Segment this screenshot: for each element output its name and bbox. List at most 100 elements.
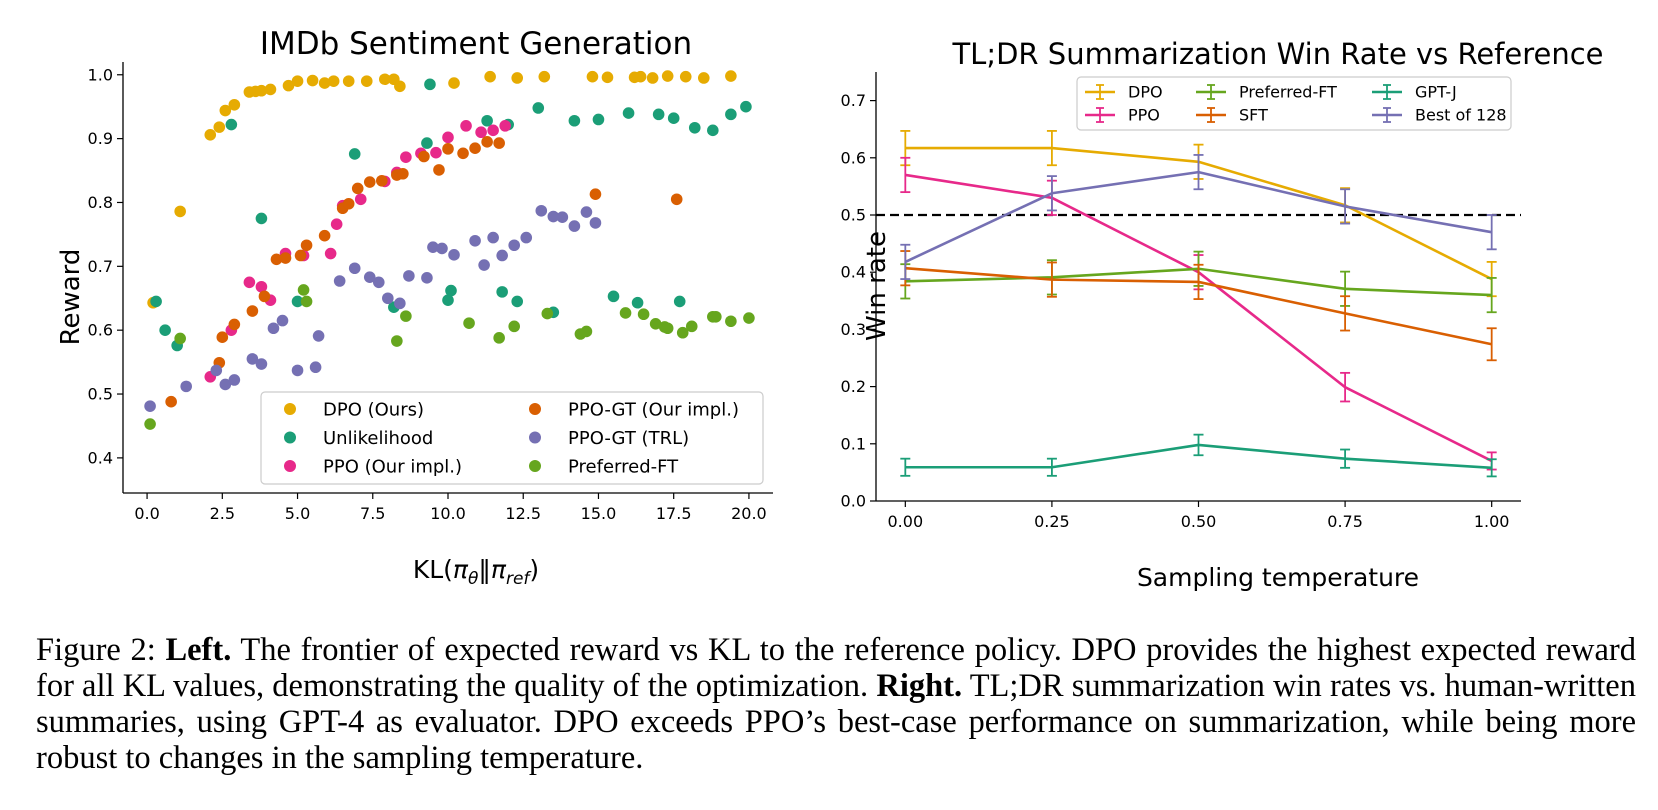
legend-label: GPT-J [1415,83,1457,102]
caption-right-label: Right. [876,668,963,704]
scatter-point [427,241,439,253]
legend-label: PPO-GT (TRL) [568,428,689,449]
scatter-point [228,318,241,331]
legend-item-ppo-gt-trl: PPO-GT (TRL) [529,428,689,449]
scatter-point [487,231,499,244]
legend-item-best-of-128: Best of 128 [1372,106,1507,125]
scatter-point [165,395,177,408]
legend-item-ppo: PPO [1085,106,1160,125]
scatter-point [219,104,232,117]
legend-item-preferred-ft: Preferred-FT [529,457,679,478]
scatter-point [725,108,737,121]
scatter-point [213,121,226,133]
right-y-tick-label: 0.6 [841,148,866,167]
scatter-point [547,210,560,223]
scatter-point [255,212,268,225]
left-legend-frame [260,391,764,485]
legend-label: Preferred-FT [568,457,679,478]
scatter-point [225,118,238,131]
scatter-point [306,74,319,87]
caption-left-text: The frontier of expected reward vs KL to… [36,632,1636,704]
right-y-tick-label: 0.7 [841,91,866,110]
left-axes: 0.0 2.5 5.0 7.5 10.0 12.5 15.0 17.5 20.0 0.4 0.5 0.… [88,62,773,523]
scatter-point [676,326,689,339]
scatter-point [710,310,722,323]
figure-caption: Figure 2: Left. The frontier of expected… [36,632,1636,776]
series-best-of-128 [900,154,1497,280]
scatter-point [228,374,241,386]
error-bar [1340,295,1351,332]
left-y-tick-label: 0.9 [88,129,113,148]
scatter-point [740,100,752,113]
legend-label: Unlikelihood [323,428,433,449]
left-y-tick-label: 0.8 [88,193,113,212]
scatter-point [424,78,436,91]
scatter-point [400,310,412,322]
scatter-point [421,137,433,149]
left-y-tick-label: 0.5 [88,385,113,404]
scatter-point [661,70,674,82]
scatter-point [144,418,156,430]
scatter-point [442,143,454,155]
scatter-point [309,361,322,374]
error-bar [1046,130,1057,167]
left-x-axis-label-text: KL(πθ‖πref) [413,555,539,589]
error-bar [900,457,911,477]
scatter-point [294,249,307,262]
scatter-point [532,102,545,114]
legend-label: PPO (Our impl.) [323,457,462,478]
left-x-tick-label: 2.5 [210,504,235,523]
right-y-tick-label: 0.2 [841,377,866,396]
scatter-point [511,72,524,84]
scatter-point [469,142,481,154]
scatter-point [725,70,737,82]
right-axes: 0.00 0.25 0.50 0.75 1.00 0.0 0.1 0.2 0.3 0.4 0.5 0.… [841,72,1521,531]
scatter-point [394,80,406,93]
scatter-point [430,146,442,159]
scatter-point [580,206,593,218]
scatter-point [276,314,289,327]
scatter-point [493,137,505,149]
left-x-tick-label: 0.0 [134,504,159,523]
scatter-point [607,290,620,303]
scatter-point [541,307,554,320]
caption-right-text: TL;DR summarization win rates vs. human-… [36,668,1636,776]
scatter-point [478,259,490,271]
scatter-point [433,164,445,176]
scatter-point [445,284,457,297]
scatter-point [418,150,430,163]
scatter-point [511,295,524,308]
scatter-point [291,295,304,308]
scatter-point [556,211,569,223]
scatter-point [436,242,448,255]
error-bar [1486,277,1497,314]
scatter-point [342,197,355,210]
caption-prefix: Figure 2: [36,632,166,668]
right-y-tick-label: 0.3 [841,320,866,339]
scatter-point [508,239,521,252]
right-series-lines [900,130,1497,478]
scatter-point [631,296,644,309]
scatter-point [586,70,599,83]
scatter-point [324,247,337,260]
legend-item-ppo-gt-our-impl: PPO-GT (Our impl.) [529,400,739,421]
scatter-point [646,72,659,84]
error-bar [1046,457,1057,477]
scatter-point [463,317,475,329]
scatter-point [667,112,680,124]
scatter-point [580,325,593,338]
legend-label: DPO (Ours) [323,400,424,421]
series-gpt-j [900,433,1497,478]
left-chart-title: IMDb Sentiment Generation [260,26,692,62]
legend-item-preferred-ft: Preferred-FT [1196,83,1337,102]
scatter-point [216,331,229,344]
scatter-point [538,70,551,83]
scatter-point [351,182,364,195]
scatter-point [267,322,280,335]
error-bar [1193,433,1204,457]
scatter-point [327,75,340,87]
left-y-tick-label: 0.7 [88,257,113,276]
left-legend: DPO (Ours) Unlikelihood PPO (Our impl.) PPO… [260,391,764,485]
scatter-point [382,292,394,305]
legend-label: DPO [1128,83,1163,102]
